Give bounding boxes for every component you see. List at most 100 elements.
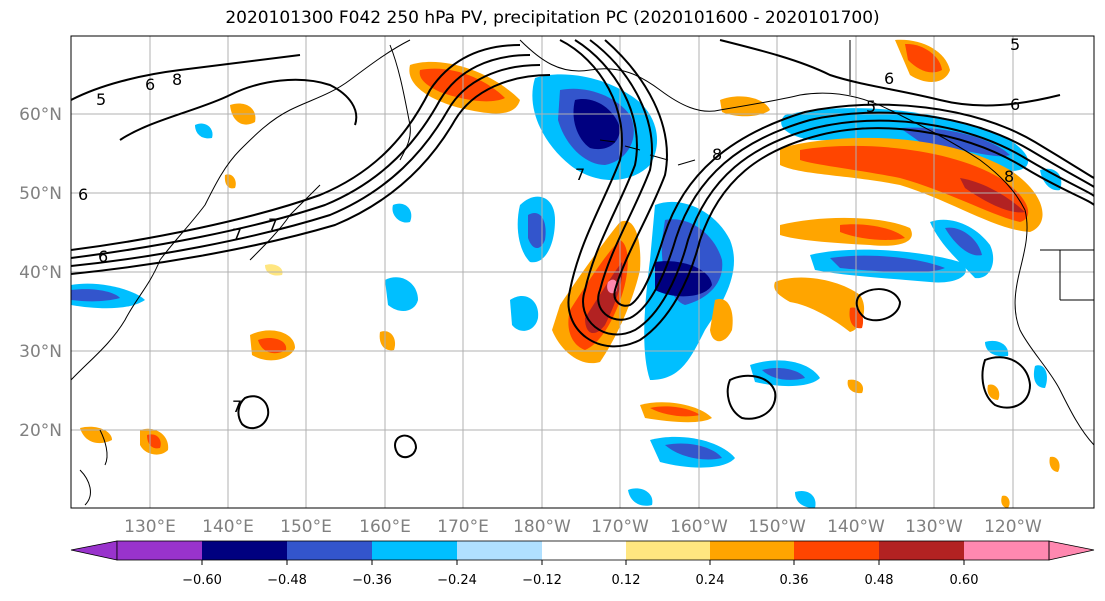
colorbar-swatch: [626, 541, 710, 560]
colorbar-tick-label: −0.12: [522, 573, 562, 588]
pv-contour-ridge: [719, 39, 1061, 107]
colorbar-tick-label: −0.24: [437, 573, 477, 588]
pv-contour-jet-2: [71, 54, 531, 259]
neg-small-2: [795, 490, 816, 508]
colorbar-tick-label: −0.60: [182, 573, 222, 588]
colorbar-swatch: [710, 541, 794, 560]
neg-anomaly-central-max: [655, 261, 712, 297]
pv-contour-trough-2: [574, 39, 1094, 336]
neg-band-east-core: [945, 227, 982, 256]
coast-aleutians: [599, 139, 696, 166]
pos-east-1: [710, 299, 733, 342]
contour-label: 7: [232, 397, 242, 416]
neg-anomaly-west3: [385, 277, 418, 312]
lon-label: 180°W: [513, 517, 571, 537]
lon-label: 170°W: [591, 517, 649, 537]
lon-label: 140°E: [202, 517, 254, 537]
colorbar-tick-label: 0.48: [865, 573, 894, 588]
lon-label: 150°W: [748, 517, 806, 537]
pv-contour-trough-4: [604, 39, 1094, 307]
lon-label: 150°E: [280, 517, 332, 537]
pos-canada-ne-core: [905, 43, 942, 73]
contour-label: 6: [145, 75, 155, 94]
lon-label: 130°W: [905, 517, 963, 537]
pos-small-f: [224, 174, 236, 189]
colorbar-tick-label: 0.12: [612, 573, 641, 588]
pv-contour-nw: [119, 78, 358, 141]
colorbar-swatch: [117, 541, 202, 560]
pos-small-c: [987, 384, 1000, 400]
lat-label-50n: 50°N: [19, 184, 62, 204]
neg-hawaii-2-core: [665, 443, 722, 460]
neg-small-6: [392, 203, 412, 223]
pos-small-g: [265, 264, 283, 276]
lon-label: 170°E: [437, 517, 489, 537]
pos-anomaly-goa-core: [960, 178, 1025, 213]
colorbar-tick-label: 0.24: [696, 573, 725, 588]
lon-label: 130°E: [124, 517, 176, 537]
pos-west-edge: [80, 426, 112, 444]
colorbar-swatch: [964, 541, 1049, 560]
contour-label: 6: [78, 185, 88, 204]
pv-contour-trough-1: [559, 39, 1094, 348]
lon-label: 120°W: [984, 517, 1042, 537]
colorbar-tick-label: −0.48: [267, 573, 307, 588]
colorbar-swatch: [372, 541, 457, 560]
pv-contour-trough-3: [589, 39, 1094, 321]
pv-contour-low-4: [237, 395, 270, 430]
neg-band-goa-core: [900, 127, 1010, 157]
precip-shading: [71, 39, 1062, 508]
contour-label: 8: [712, 145, 722, 164]
colorbar-swatch: [457, 541, 542, 560]
lat-label-40n: 40°N: [19, 263, 62, 283]
neg-west-edge-core: [71, 289, 120, 302]
colorbar-swatch: [879, 541, 964, 560]
map-title: 2020101300 F042 250 hPa PV, precipitatio…: [225, 8, 880, 28]
contour-label: 6: [884, 69, 894, 88]
neg-anomaly-west-core: [528, 212, 546, 249]
grid-lines: [71, 36, 1094, 508]
contour-label: 6: [1010, 95, 1020, 114]
coast-canada: [849, 40, 1094, 301]
colorbar-tick-label: 0.60: [950, 573, 979, 588]
neg-band-mid-core: [830, 255, 945, 273]
pos-small-b: [847, 379, 864, 394]
longitude-labels: 130°E 140°E 150°E 160°E 170°E 180°W 170°…: [124, 517, 1042, 537]
colorbar-right-extension: [1048, 540, 1095, 561]
colorbar-tick-label: 0.36: [780, 573, 809, 588]
contour-label: 7: [232, 225, 242, 244]
lat-label-30n: 30°N: [19, 342, 62, 362]
lat-label-60n: 60°N: [19, 105, 62, 125]
latitude-labels: 60°N 50°N 40°N 30°N 20°N: [19, 105, 62, 441]
neg-anomaly-west2: [510, 296, 539, 331]
colorbar-swatch: [542, 541, 626, 560]
lat-label-20n: 20°N: [19, 421, 62, 441]
coast-taiwan: [99, 429, 108, 466]
pv-contour-low-3: [855, 288, 902, 322]
contour-label: 8: [1004, 167, 1014, 186]
pos-japan-south-core: [258, 338, 287, 354]
pv-contour-nw-2: [71, 54, 301, 101]
pos-alaska-n: [720, 96, 770, 117]
colorbar-left-extension: [70, 540, 118, 561]
contour-labels: 5 6 8 6 7 6 7 8 6 5 8 6 5 7 7: [78, 35, 1020, 416]
neg-hawaii-1-core: [762, 367, 805, 380]
pos-small-e: [1001, 495, 1010, 508]
lon-label: 160°W: [670, 517, 728, 537]
contour-label: 6: [98, 247, 108, 266]
contour-label: 7: [575, 165, 585, 184]
neg-small-3: [985, 340, 1009, 357]
neg-band-east: [930, 219, 994, 279]
neg-small-1: [628, 488, 653, 506]
colorbar-tick-label: −0.36: [352, 573, 392, 588]
pv-contour-low-2: [981, 356, 1032, 409]
coast-kamchatka: [389, 44, 411, 161]
colorbar-swatch: [202, 541, 287, 560]
neg-small-5: [195, 123, 213, 139]
coast-na-west: [1014, 209, 1094, 446]
coast-philippines: [79, 469, 91, 506]
colorbar: −0.60 −0.48 −0.36 −0.24 −0.12 0.12 0.24 …: [70, 540, 1095, 588]
pos-band-low: [774, 277, 865, 332]
pv-contours: [71, 39, 1094, 459]
